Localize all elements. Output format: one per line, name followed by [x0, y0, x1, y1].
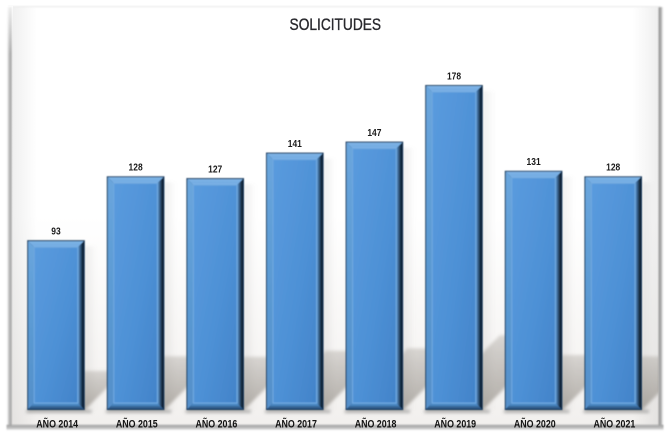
svg-text:147: 147 — [367, 128, 381, 139]
svg-text:AÑO 2017: AÑO 2017 — [275, 417, 317, 430]
svg-text:141: 141 — [288, 139, 302, 150]
svg-text:AÑO 2016: AÑO 2016 — [196, 417, 238, 430]
svg-text:128: 128 — [129, 163, 143, 174]
svg-text:AÑO 2019: AÑO 2019 — [434, 417, 476, 430]
svg-text:131: 131 — [527, 157, 541, 168]
svg-text:AÑO 2018: AÑO 2018 — [355, 417, 397, 430]
svg-text:AÑO 2014: AÑO 2014 — [36, 417, 78, 430]
svg-text:127: 127 — [208, 165, 222, 176]
svg-text:93: 93 — [51, 227, 61, 238]
svg-text:AÑO 2020: AÑO 2020 — [514, 417, 556, 430]
svg-text:AÑO 2015: AÑO 2015 — [116, 417, 158, 430]
svg-text:178: 178 — [447, 71, 461, 82]
svg-text:128: 128 — [606, 163, 620, 174]
svg-text:SOLICITUDES: SOLICITUDES — [290, 16, 382, 34]
svg-text:AÑO 2021: AÑO 2021 — [594, 417, 636, 430]
